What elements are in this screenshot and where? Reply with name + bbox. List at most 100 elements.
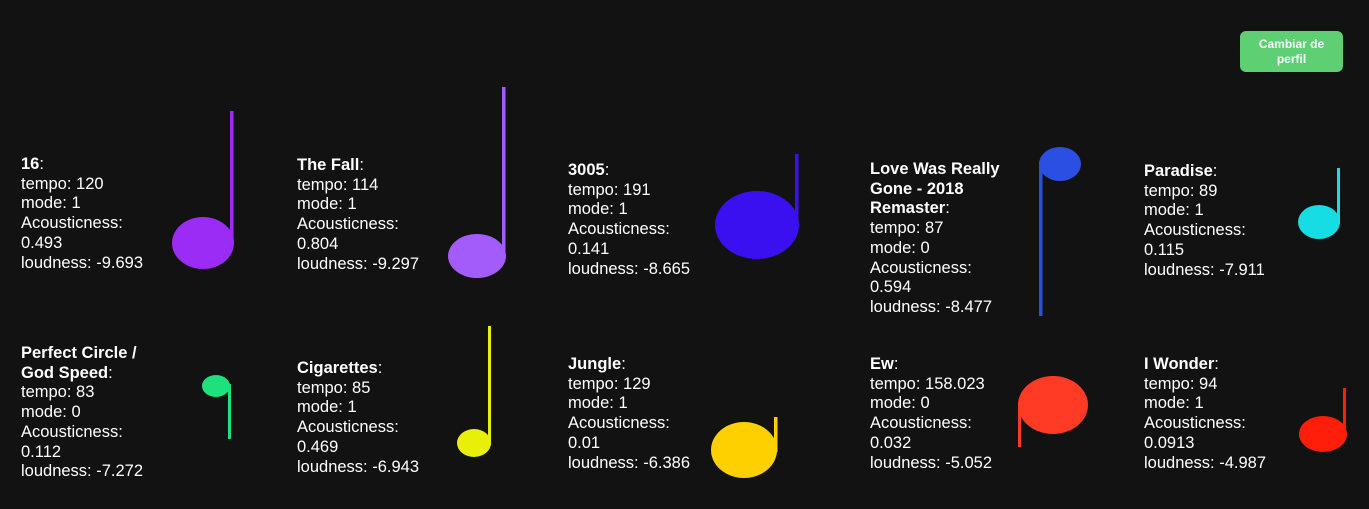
tempo-label: tempo: — [870, 219, 926, 238]
acousticness-value: 0.032 — [870, 433, 912, 452]
song-title: 3005 — [568, 161, 605, 179]
tempo-value: 158.023 — [925, 374, 985, 393]
loudness-value: -8.665 — [643, 259, 691, 278]
note-stem — [228, 384, 231, 439]
acousticness-value: 0.469 — [297, 437, 339, 456]
mode-label: mode: — [870, 238, 921, 257]
note-head — [172, 217, 234, 269]
note-stem — [230, 111, 234, 245]
loudness-value: -6.386 — [643, 453, 691, 472]
acousticness-value: 0.0913 — [1144, 433, 1195, 452]
acousticness-label: Acousticness: — [21, 214, 123, 233]
mode-label: mode: — [568, 394, 619, 413]
note-head — [457, 429, 491, 457]
note-head — [202, 375, 230, 397]
loudness-value: -9.693 — [96, 253, 144, 272]
loudness-label: loudness: — [21, 253, 97, 272]
acousticness-label: Acousticness: — [568, 414, 670, 433]
tempo-label: tempo: — [568, 374, 624, 393]
tempo-label: tempo: — [568, 180, 624, 199]
tempo-label: tempo: — [297, 378, 353, 397]
acousticness-label: Acousticness: — [1144, 221, 1246, 240]
note-head — [448, 234, 506, 278]
mode-value: 0 — [920, 238, 930, 257]
loudness-label: loudness: — [297, 457, 373, 476]
acousticness-value: 0.115 — [1144, 240, 1185, 259]
song-info: I Wonder: tempo: 94 mode: 1 Acousticness… — [1144, 355, 1294, 473]
mode-value: 1 — [1194, 394, 1204, 413]
loudness-value: -5.052 — [945, 453, 993, 472]
note-stem — [1343, 388, 1346, 436]
note-stem — [1039, 162, 1043, 316]
song-info: Love Was Really Gone - 2018 Remaster: te… — [870, 160, 1020, 318]
tempo-value: 114 — [352, 175, 379, 194]
mode-value: 0 — [920, 394, 930, 413]
mode-value: 1 — [618, 394, 628, 413]
change-profile-button[interactable]: Cambiar de perfil — [1240, 31, 1343, 72]
acousticness-label: Acousticness: — [870, 414, 972, 433]
mode-value: 1 — [618, 200, 628, 219]
note-stem — [488, 326, 491, 445]
tempo-label: tempo: — [1144, 181, 1200, 200]
mode-value: 1 — [1194, 201, 1204, 220]
note-head — [1018, 376, 1088, 434]
acousticness-value: 0.594 — [870, 278, 912, 297]
mode-label: mode: — [21, 403, 72, 422]
tempo-value: 129 — [623, 374, 651, 393]
note-stem — [774, 417, 778, 452]
loudness-label: loudness: — [21, 462, 97, 481]
acousticness-label: Acousticness: — [297, 215, 399, 234]
mode-value: 1 — [347, 195, 357, 214]
tempo-value: 120 — [76, 174, 104, 193]
acousticness-value: 0.112 — [21, 442, 62, 461]
note-head — [715, 191, 799, 259]
mode-label: mode: — [297, 398, 348, 417]
tempo-label: tempo: — [870, 374, 926, 393]
song-title: Cigarettes — [297, 359, 378, 377]
acousticness-label: Acousticness: — [21, 422, 123, 441]
acousticness-label: Acousticness: — [1144, 414, 1246, 433]
tempo-label: tempo: — [21, 383, 77, 402]
note-stem — [795, 154, 799, 228]
mode-label: mode: — [1144, 201, 1195, 220]
song-title: Ew — [870, 355, 894, 373]
acousticness-value: 0.493 — [21, 233, 63, 252]
tempo-value: 89 — [1199, 181, 1218, 200]
tempo-value: 191 — [623, 180, 651, 199]
note-stem — [502, 87, 506, 257]
song-info: Jungle: tempo: 129 mode: 1 Acousticness:… — [568, 355, 748, 473]
loudness-value: -7.272 — [96, 462, 144, 481]
tempo-value: 83 — [76, 383, 95, 402]
mode-label: mode: — [297, 195, 348, 214]
loudness-label: loudness: — [1144, 260, 1220, 279]
acousticness-value: 0.141 — [568, 239, 610, 258]
loudness-label: loudness: — [870, 297, 946, 316]
song-info: The Fall: tempo: 114 mode: 1 Acousticnes… — [297, 156, 477, 274]
tempo-value: 85 — [352, 378, 371, 397]
note-head — [1039, 147, 1081, 181]
mode-label: mode: — [870, 394, 921, 413]
tempo-label: tempo: — [1144, 374, 1200, 393]
note-head — [1299, 416, 1347, 452]
loudness-label: loudness: — [870, 453, 946, 472]
loudness-value: -8.477 — [945, 297, 993, 316]
note-head — [711, 422, 777, 478]
loudness-label: loudness: — [297, 254, 373, 273]
song-title: Perfect Circle / God Speed — [21, 344, 137, 382]
mode-value: 1 — [347, 398, 357, 417]
song-title: Jungle — [568, 355, 622, 373]
song-title: I Wonder — [1144, 355, 1215, 373]
loudness-label: loudness: — [1144, 453, 1220, 472]
tempo-label: tempo: — [21, 174, 77, 193]
